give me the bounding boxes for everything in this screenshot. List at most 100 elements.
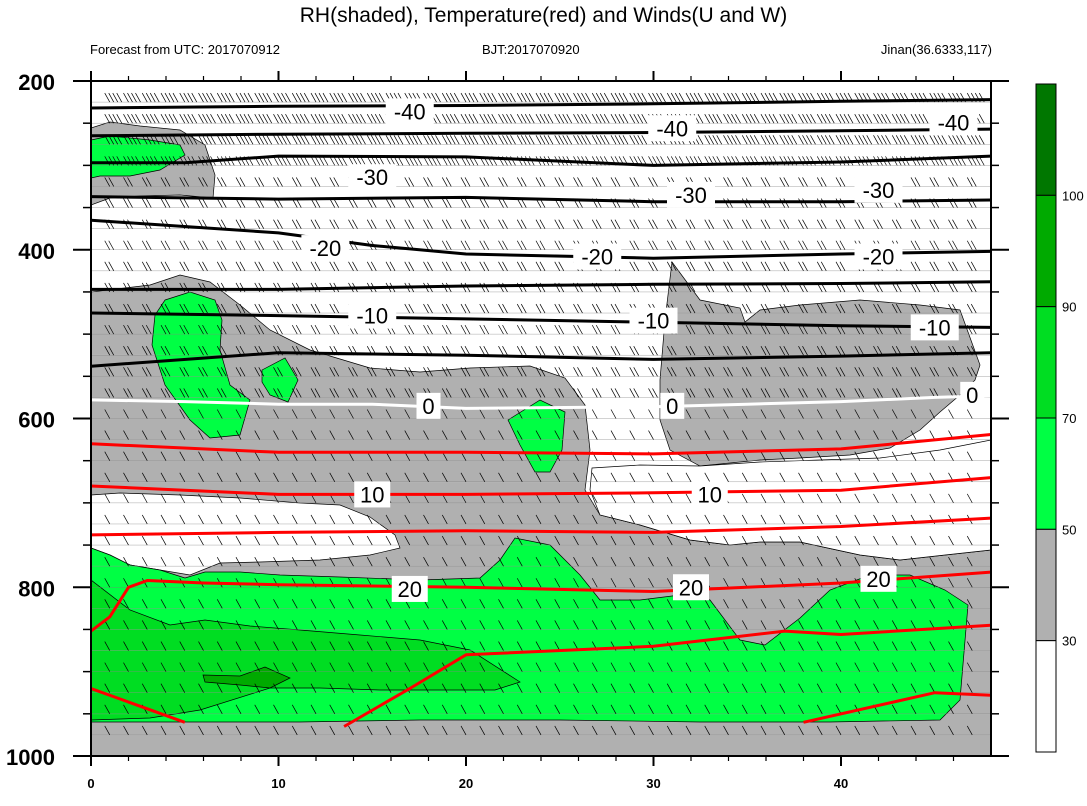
wind-barb [839, 367, 846, 377]
wind-barb [670, 367, 677, 377]
wind-barb [337, 92, 344, 103]
wind-barb [206, 114, 212, 124]
wind-barb [873, 472, 879, 482]
wind-barb [160, 725, 167, 736]
wind-barb [273, 367, 279, 377]
wind-barb [483, 346, 490, 356]
wind-barb [806, 135, 812, 145]
wind-barb [629, 578, 636, 588]
wind-barb [689, 92, 696, 103]
wind-barb [464, 388, 471, 398]
wind-barb [423, 135, 429, 145]
wind-barb [595, 177, 602, 187]
wind-barb [929, 451, 936, 461]
wind-barb [273, 240, 279, 250]
wind-barb [891, 725, 898, 736]
wind-barb [816, 493, 823, 504]
wind-barb [104, 409, 111, 419]
wind-barb [310, 303, 317, 314]
wind-barb [716, 92, 723, 103]
wind-barb [798, 303, 804, 314]
wind-barb [760, 430, 767, 440]
wind-barb [160, 409, 167, 419]
wind-barb [179, 135, 186, 145]
wind-barb [704, 556, 711, 567]
wind-barb [243, 135, 250, 145]
wind-barb [741, 493, 748, 504]
wind-barb [910, 367, 917, 377]
wind-barb [753, 114, 760, 124]
contour-label: 20 [398, 577, 422, 602]
wind-barb [816, 177, 823, 187]
wind-barb [216, 556, 223, 567]
wind-barb [198, 177, 204, 187]
wind-barb [329, 704, 336, 714]
wind-barb [629, 388, 636, 398]
colorbar-label: 90 [1062, 300, 1076, 315]
wind-barb [652, 367, 658, 377]
wind-barb [885, 135, 891, 145]
wind-barb [235, 683, 242, 693]
wind-barb [216, 324, 223, 335]
wind-barb [366, 725, 373, 736]
wind-barb [873, 451, 879, 461]
wind-barb [723, 430, 729, 440]
wind-barb [652, 240, 658, 250]
y-tick-label: 1000 [6, 745, 55, 770]
wind-barb [735, 114, 741, 124]
wind-barb [385, 556, 392, 567]
wind-barb [127, 388, 133, 398]
wind-barb [633, 177, 640, 187]
wind-barb [929, 704, 936, 714]
wind-barb [404, 261, 411, 272]
wind-barb [648, 472, 654, 482]
wind-barb [333, 324, 340, 335]
wind-barb [723, 556, 729, 567]
contour-label: -30 [863, 178, 895, 203]
wind-barb [516, 430, 523, 440]
wind-barb [937, 135, 944, 145]
wind-barb [441, 704, 448, 714]
wind-barb [198, 388, 204, 398]
wind-barb [491, 92, 498, 103]
wind-barb [749, 92, 756, 103]
wind-barb [220, 261, 227, 272]
wind-barb [295, 219, 302, 229]
wind-barb [873, 114, 879, 124]
wind-barb [277, 114, 283, 124]
wind-barb [648, 514, 654, 525]
wind-barb [554, 92, 561, 103]
wind-barb [224, 135, 231, 145]
temperature-contour [91, 570, 991, 633]
wind-barb [577, 346, 583, 356]
wind-barb [666, 240, 673, 250]
wind-barb [224, 114, 231, 124]
wind-barb [198, 92, 204, 103]
wind-barb [116, 92, 123, 103]
wind-barb [441, 514, 448, 525]
wind-barb [389, 388, 396, 398]
wind-barb [273, 641, 279, 651]
wind-barb [385, 430, 392, 440]
wind-barb [723, 409, 729, 419]
wind-barb [216, 92, 223, 103]
wind-barb [254, 493, 261, 504]
wind-barb [291, 514, 298, 525]
wind-barb [791, 114, 798, 124]
wind-barb [629, 177, 636, 187]
wind-barb [685, 472, 692, 482]
wind-barb [427, 219, 433, 229]
wind-barb [835, 535, 842, 546]
wind-barb [385, 535, 392, 546]
wind-barb [798, 493, 804, 504]
wind-barb [291, 114, 298, 124]
wind-barb [798, 725, 804, 736]
wind-barb [104, 599, 111, 609]
wind-barb [314, 135, 321, 145]
wind-barb [108, 346, 115, 356]
wind-barb [277, 92, 283, 103]
wind-barb [141, 451, 148, 461]
wind-barb [460, 219, 467, 229]
wind-barb [723, 261, 729, 272]
wind-barb [310, 388, 317, 398]
